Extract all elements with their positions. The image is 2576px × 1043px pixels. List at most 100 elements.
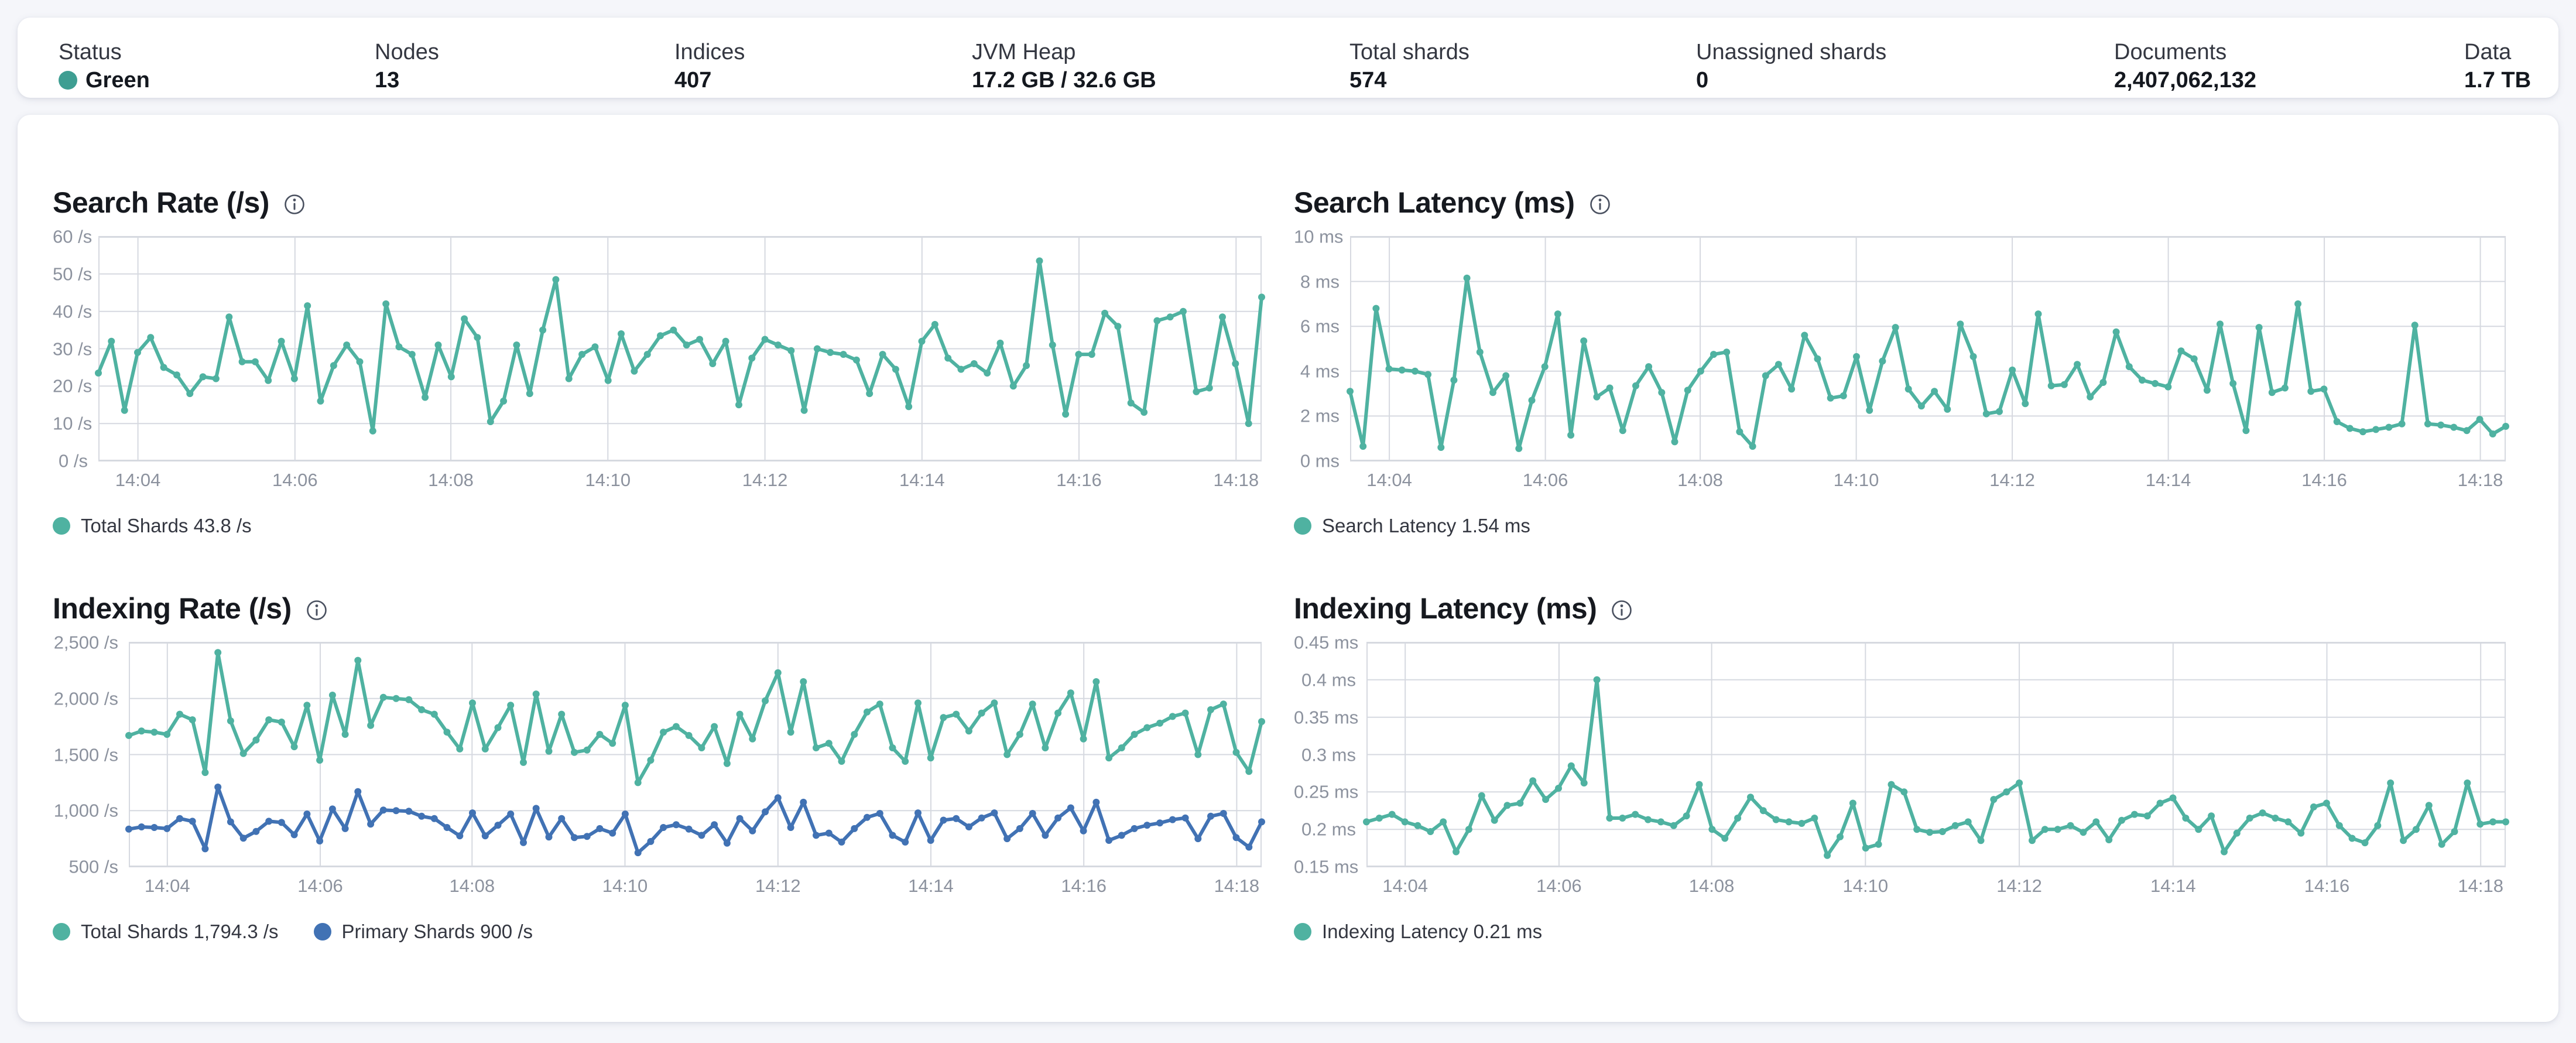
stat-value: 0 (1696, 68, 1709, 93)
line-chart-svg[interactable] (95, 236, 1265, 461)
legend-dot (1294, 517, 1311, 535)
x-axis-label: 14:16 (2304, 876, 2350, 896)
x-axis-label: 14:16 (1061, 876, 1107, 896)
y-axis-label: 0.2 ms (1301, 819, 1356, 840)
x-axis-label: 14:16 (2301, 470, 2347, 490)
y-axis-label: 0.15 ms (1294, 856, 1359, 877)
stat-documents: Documents 2,407,062,132 (2114, 39, 2256, 95)
stat-jvm-heap: JVM Heap 17.2 GB / 32.6 GB (972, 39, 1156, 95)
cluster-status-bar: Status Green Nodes 13 Indices 407 JVM He… (18, 18, 2558, 98)
legend-label: Search Latency 1.54 ms (1322, 515, 1530, 536)
x-axis-label: 14:06 (1536, 876, 1582, 896)
y-axis-label: 2,500 /s (53, 632, 118, 653)
y-axis-label: 4 ms (1300, 361, 1340, 382)
info-icon[interactable] (283, 193, 306, 216)
search-latency-plot[interactable]: 0 ms 2 ms 4 ms 6 ms 8 ms 10 ms (1294, 228, 2509, 470)
chart-search-rate: Search Rate (/s) 0 /s 10 /s 20 /s 30 /s 40 /… (53, 184, 1265, 537)
chart-legend: Indexing Latency 0.21 ms (1294, 921, 2506, 943)
x-axis-label: 14:18 (2458, 876, 2503, 896)
x-axis-label: 14:16 (1056, 470, 1102, 490)
stat-label: Data (2464, 40, 2512, 64)
stat-label: JVM Heap (972, 40, 1076, 64)
legend-item[interactable]: Indexing Latency 0.21 ms (1294, 921, 1542, 943)
y-axis-label: 0.25 ms (1294, 781, 1359, 802)
y-axis-label: 20 /s (53, 375, 93, 396)
stat-label: Indices (674, 40, 745, 64)
indexing-rate-plot[interactable]: 500 /s 1,000 /s 1,500 /s 2,000 /s 2,500 /s (53, 634, 1265, 876)
legend-label: Indexing Latency 0.21 ms (1322, 921, 1543, 942)
stat-label: Total shards (1349, 40, 1469, 64)
stat-label: Unassigned shards (1696, 40, 1887, 64)
y-axis-label: 1,500 /s (53, 744, 118, 765)
x-axis-label: 14:08 (449, 876, 495, 896)
x-axis: 14:04 14:06 14:08 14:10 14:12 14:14 14:16 14:18 (53, 469, 1262, 500)
stat-value: 2,407,062,132 (2114, 68, 2257, 93)
x-axis-label: 14:08 (428, 470, 474, 490)
charts-panel: Search Rate (/s) 0 /s 10 /s 20 /s 30 /s 40 /… (18, 115, 2558, 1022)
stat-label: Documents (2114, 40, 2227, 64)
chart-search-latency: Search Latency (ms) 0 ms 2 ms 4 ms 6 ms 8 ms… (1294, 184, 2509, 537)
y-axis-label: 0.35 ms (1294, 707, 1359, 728)
legend-label: Primary Shards 900 /s (341, 921, 533, 942)
chart-indexing-latency: Indexing Latency (ms) 0.15 ms 0.2 ms 0.25 … (1294, 590, 2509, 943)
stat-value: 13 (375, 68, 400, 93)
legend-item[interactable]: Primary Shards 900 /s (313, 921, 533, 943)
stat-unassigned-shards: Unassigned shards 0 (1696, 39, 1886, 95)
chart-title-row: Search Latency (ms) (1294, 184, 2506, 221)
x-axis-label: 14:14 (2150, 876, 2196, 896)
stat-value: 574 (1349, 68, 1387, 93)
legend-dot (53, 923, 70, 941)
stat-value: Green (59, 66, 150, 95)
charts-grid: Search Rate (/s) 0 /s 10 /s 20 /s 30 /s 40 /… (18, 115, 2558, 943)
y-axis-label: 60 /s (53, 226, 93, 247)
chart-title: Search Rate (/s) (53, 186, 269, 219)
chart-title-row: Indexing Latency (ms) (1294, 590, 2506, 627)
legend-item[interactable]: Total Shards 43.8 /s (53, 515, 252, 537)
line-chart-svg[interactable] (125, 642, 1265, 867)
line-chart-svg[interactable] (1363, 642, 2509, 867)
stat-label: Nodes (375, 40, 439, 64)
chart-title: Search Latency (ms) (1294, 186, 1575, 219)
line-chart-svg[interactable] (1347, 236, 2509, 461)
legend-label: Total Shards 43.8 /s (81, 515, 252, 536)
chart-title-row: Indexing Rate (/s) (53, 590, 1262, 627)
x-axis-label: 14:14 (899, 470, 945, 490)
info-icon[interactable] (1589, 193, 1611, 216)
chart-title-row: Search Rate (/s) (53, 184, 1262, 221)
chart-indexing-rate: Indexing Rate (/s) 500 /s 1,000 /s 1,500 /… (53, 590, 1265, 943)
y-axis-label: 0 ms (1300, 450, 1340, 471)
x-axis: 14:04 14:06 14:08 14:10 14:12 14:14 14:16 14:18 (1294, 469, 2506, 500)
y-axis-label: 2 ms (1300, 405, 1340, 426)
info-icon[interactable] (306, 599, 328, 621)
y-axis-label: 10 ms (1294, 226, 1344, 247)
indexing-latency-plot[interactable]: 0.15 ms 0.2 ms 0.25 ms 0.3 ms 0.35 ms 0.4 ms 0… (1294, 634, 2509, 876)
x-axis-label: 14:12 (742, 470, 788, 490)
x-axis-label: 14:18 (2457, 470, 2503, 490)
x-axis-label: 14:04 (115, 470, 161, 490)
stat-data: Data 1.7 TB (2464, 39, 2531, 95)
x-axis-label: 14:14 (2145, 470, 2191, 490)
y-axis-label: 0.45 ms (1294, 632, 1359, 653)
x-axis: 14:04 14:06 14:08 14:10 14:12 14:14 14:16 14:18 (1294, 875, 2506, 905)
info-icon[interactable] (1611, 599, 1633, 621)
legend-dot (313, 923, 331, 941)
y-axis-label: 0 /s (59, 450, 88, 471)
status-text: Green (85, 68, 150, 93)
stat-value: 1.7 TB (2464, 68, 2532, 93)
chart-title: Indexing Rate (/s) (53, 592, 292, 625)
stat-label: Status (59, 40, 122, 64)
x-axis-label: 14:06 (1522, 470, 1568, 490)
legend-item[interactable]: Total Shards 1,794.3 /s (53, 921, 279, 943)
x-axis-label: 14:06 (297, 876, 343, 896)
search-rate-plot[interactable]: 0 /s 10 /s 20 /s 30 /s 40 /s 50 /s 60 /s (53, 228, 1265, 470)
stat-status: Status Green (59, 39, 150, 95)
legend-item[interactable]: Search Latency 1.54 ms (1294, 515, 1530, 537)
chart-legend: Total Shards 1,794.3 /s Primary Shards 90… (53, 921, 1262, 943)
y-axis-label: 0.4 ms (1301, 669, 1356, 690)
x-axis-label: 14:08 (1688, 876, 1735, 896)
x-axis-label: 14:12 (1996, 876, 2042, 896)
y-axis-label: 2,000 /s (53, 688, 118, 709)
x-axis-label: 14:10 (602, 876, 648, 896)
legend-dot (53, 517, 70, 535)
